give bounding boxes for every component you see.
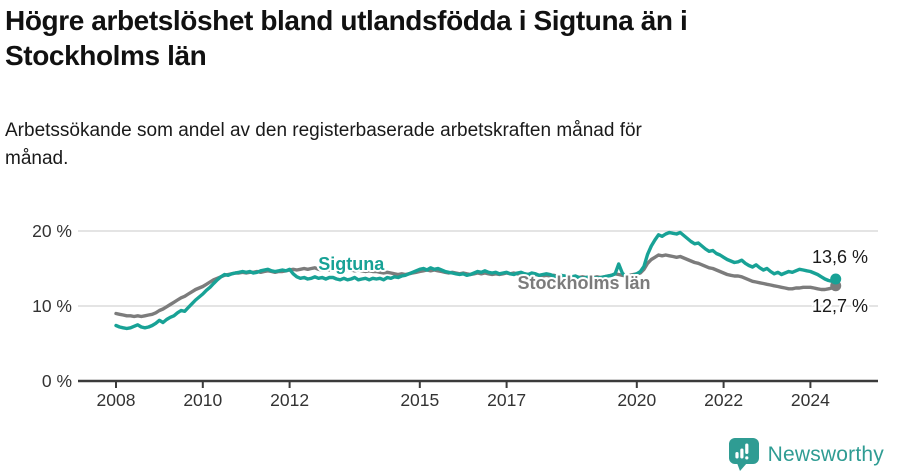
- x-tick-label-2020: 2020: [617, 390, 656, 410]
- x-tick-label-2015: 2015: [400, 390, 439, 410]
- series-line-sigtuna: [114, 230, 838, 331]
- y-tick-label-0: 0 %: [42, 371, 72, 391]
- x-tick-label-2022: 2022: [704, 390, 743, 410]
- x-tick-label-2012: 2012: [270, 390, 309, 410]
- bar-chart-bubble-icon: [728, 438, 759, 471]
- chart-subtitle-line-1: Arbetssökande som andel av den registerb…: [5, 120, 642, 141]
- series-label-sigtuna: Sigtuna: [318, 254, 385, 274]
- brand-logo: Newsworthy: [728, 438, 884, 472]
- chart-subtitle: Arbetssökande som andel av den registerb…: [5, 117, 845, 172]
- page-title-line-1: Högre arbetslöshet bland utlandsfödda i …: [5, 5, 688, 36]
- x-tick-label-2008: 2008: [97, 390, 136, 410]
- chart-subtitle-line-2: månad.: [5, 147, 69, 169]
- page-title: Högre arbetslöshet bland utlandsfödda i …: [5, 4, 895, 73]
- y-tick-label-10: 10 %: [32, 296, 72, 316]
- x-tick-label-2024: 2024: [791, 390, 830, 410]
- series-label-stockholms-l-n: Stockholms län: [517, 273, 650, 293]
- page-title-line-2: Stockholms län: [5, 39, 207, 71]
- series-line-stockholms-l-n: [114, 253, 838, 319]
- chart-canvas: 0 % 10 % 20 % Sigtuna Stockholms län 13,6 % 12…: [32, 221, 878, 410]
- x-tick-label-2017: 2017: [487, 390, 526, 410]
- end-dot-sigtuna: [830, 273, 842, 285]
- x-tick-label-2010: 2010: [183, 390, 222, 410]
- value-label-sigtuna: 13,6 %: [812, 247, 868, 267]
- y-tick-label-20: 20 %: [32, 221, 72, 241]
- brand-name: Newsworthy: [767, 443, 884, 466]
- value-label-stockholms-l-n: 12,7 %: [812, 296, 868, 316]
- line-chart: 0 % 10 % 20 % Sigtuna Stockholms län 13,6 % 12…: [0, 200, 900, 440]
